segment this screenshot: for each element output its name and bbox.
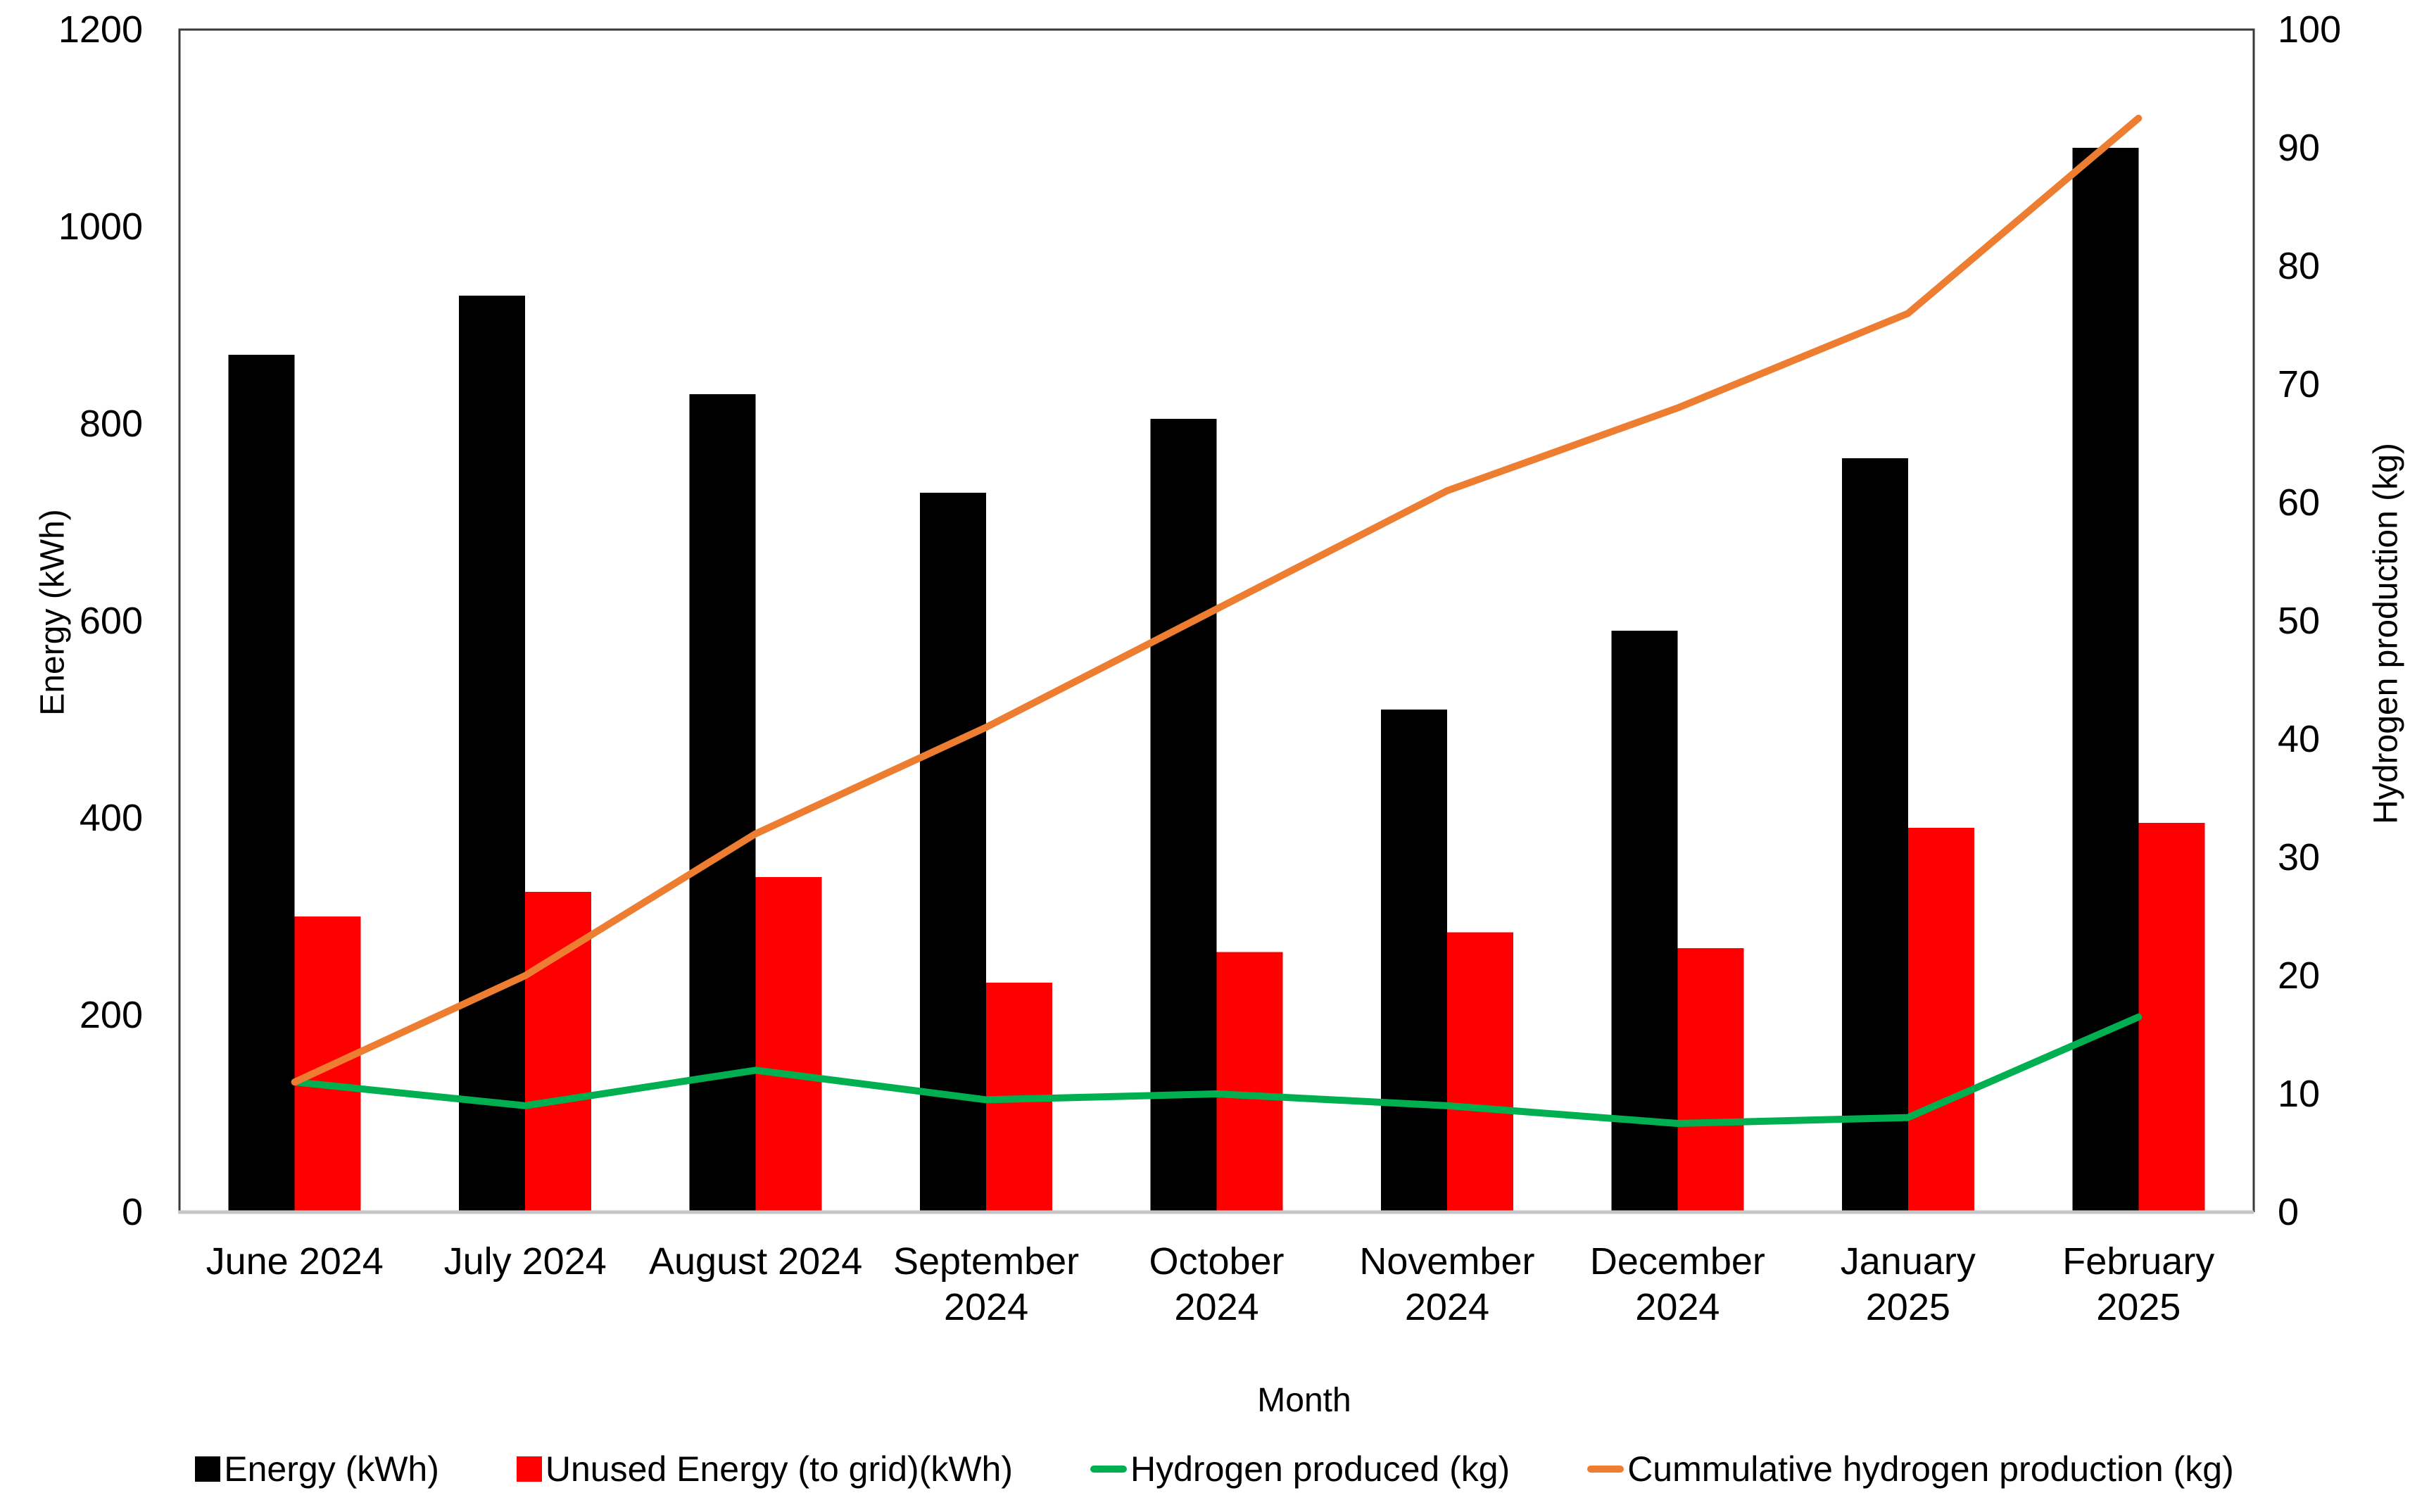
unused-energy-to-grid-kwh-bar-february-2025 — [2138, 823, 2205, 1212]
x-axis-label-june-2024: June 2024 — [206, 1240, 384, 1283]
plot-border — [178, 28, 2255, 1212]
energy-kwh-legend-label: Energy (kWh) — [224, 1449, 439, 1489]
right-axis-tick-30: 30 — [2278, 836, 2321, 878]
x-axis-label-november-2024: November 2024 — [1359, 1240, 1535, 1328]
unused-energy-to-grid-kwh-bar-december-2024 — [1677, 947, 1744, 1212]
right-axis-tick-60: 60 — [2278, 481, 2321, 524]
cummulative-hydrogen-production-kg-legend-line-icon — [1587, 1466, 1624, 1473]
left-axis-tick-800: 800 — [79, 403, 143, 445]
x-axis-label-december-2024: December 2024 — [1589, 1240, 1765, 1328]
legend: Energy (kWh) Unused Energy (to grid)(kWh)… — [0, 1449, 2429, 1489]
right-axis-tick-80: 80 — [2278, 245, 2321, 287]
energy-kwh-bar-february-2025 — [2072, 148, 2139, 1212]
energy-kwh-bar-august-2024 — [689, 394, 756, 1212]
unused-energy-to-grid-kwh-bar-january-2025 — [1907, 828, 1974, 1212]
energy-kwh-bar-december-2024 — [1611, 631, 1678, 1212]
right-axis-tick-40: 40 — [2278, 718, 2321, 760]
energy-kwh-bar-september-2024 — [920, 493, 987, 1212]
hydrogen-produced-kg-legend-line-icon — [1090, 1466, 1128, 1473]
left-axis-tick-0: 0 — [121, 1191, 143, 1233]
left-axis-tick-600: 600 — [79, 600, 143, 642]
x-axis-title: Month — [1257, 1382, 1351, 1419]
cummulative-hydrogen-production-kg-line — [291, 115, 2143, 1086]
legend-item-cummulative-hydrogen-production-kg: Cummulative hydrogen production (kg) — [1587, 1449, 2234, 1489]
x-axis-label-september-2024: September 2024 — [892, 1240, 1080, 1328]
right-axis-tick-90: 90 — [2278, 127, 2321, 169]
energy-kwh-bar-june-2024 — [228, 355, 295, 1212]
left-axis-tick-1000: 1000 — [58, 206, 143, 248]
unused-energy-to-grid-kwh-legend-label: Unused Energy (to grid)(kWh) — [545, 1449, 1014, 1489]
x-axis-label-february-2025: February 2025 — [2062, 1240, 2215, 1328]
left-axis-title: Energy (kWh) — [34, 509, 72, 716]
left-axis-tick-1200: 1200 — [58, 8, 143, 51]
right-axis-title: Hydrogen production (kg) — [2367, 443, 2405, 824]
energy-kwh-legend-swatch-icon — [195, 1456, 221, 1482]
legend-item-hydrogen-produced-kg: Hydrogen produced (kg) — [1090, 1449, 1510, 1489]
energy-kwh-bar-july-2024 — [459, 296, 526, 1212]
right-axis-tick-0: 0 — [2278, 1191, 2299, 1233]
unused-energy-to-grid-kwh-legend-swatch-icon — [516, 1456, 542, 1482]
x-axis-label-august-2024: August 2024 — [648, 1240, 863, 1283]
x-axis-label-january-2025: January 2025 — [1840, 1240, 1976, 1328]
left-axis-tick-200: 200 — [79, 994, 143, 1036]
energy-kwh-bar-january-2025 — [1841, 458, 1908, 1212]
right-axis-tick-50: 50 — [2278, 600, 2321, 642]
right-axis-tick-10: 10 — [2278, 1073, 2321, 1115]
x-axis-label-july-2024: July 2024 — [443, 1240, 607, 1283]
unused-energy-to-grid-kwh-bar-october-2024 — [1216, 952, 1283, 1212]
hydrogen-produced-kg-line — [291, 1013, 2143, 1127]
cummulative-hydrogen-production-kg-legend-label: Cummulative hydrogen production (kg) — [1627, 1449, 2234, 1489]
legend-item-energy-kwh: Energy (kWh) — [195, 1449, 439, 1489]
energy-kwh-bar-october-2024 — [1150, 419, 1217, 1212]
right-axis-tick-70: 70 — [2278, 363, 2321, 405]
x-axis-label-october-2024: October 2024 — [1149, 1240, 1285, 1328]
legend-item-unused-energy-to-grid-kwh: Unused Energy (to grid)(kWh) — [516, 1449, 1014, 1489]
hydrogen-produced-kg-legend-label: Hydrogen produced (kg) — [1130, 1449, 1510, 1489]
right-axis-tick-20: 20 — [2278, 955, 2321, 997]
unused-energy-to-grid-kwh-bar-november-2024 — [1446, 932, 1513, 1212]
energy-kwh-bar-november-2024 — [1380, 710, 1447, 1212]
unused-energy-to-grid-kwh-bar-august-2024 — [755, 877, 822, 1212]
left-axis-tick-400: 400 — [79, 797, 143, 839]
right-axis-tick-100: 100 — [2278, 8, 2342, 51]
